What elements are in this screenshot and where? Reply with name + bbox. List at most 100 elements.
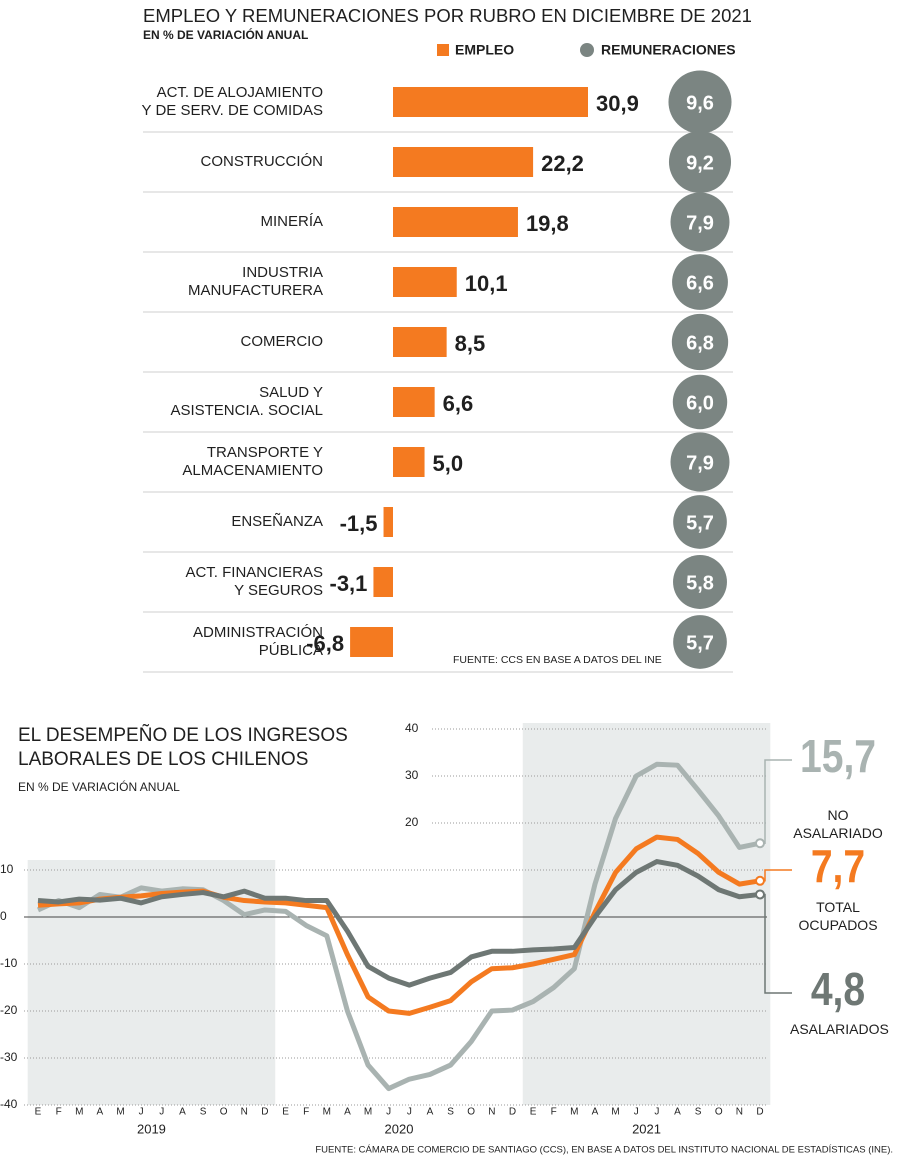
bar: [393, 387, 435, 417]
legend-label: EMPLEO: [455, 42, 514, 58]
x-tick-label: D: [509, 1107, 516, 1118]
value-label: -3,1: [330, 571, 368, 596]
value-label: 7,9: [686, 452, 714, 474]
bar: [393, 147, 534, 177]
value-label: 10,1: [465, 271, 508, 296]
year-label: 2019: [137, 1121, 166, 1136]
series-name: TOTAL OCUPADOS: [798, 899, 878, 933]
remuneration-circle: [671, 313, 729, 371]
x-tick-label: J: [159, 1107, 164, 1118]
value-label: 7,9: [686, 212, 714, 234]
value-label: 6,0: [686, 392, 714, 414]
value-label: 6,6: [686, 272, 714, 294]
value-label: 5,8: [686, 572, 714, 594]
value-label: -1,5: [340, 511, 378, 536]
x-tick-label: O: [467, 1107, 475, 1118]
x-tick-label: S: [200, 1107, 207, 1118]
value-label: 9,6: [686, 92, 714, 114]
chart-title: EL DESEMPEÑO DE LOS INGRESOS LABORALES D…: [18, 725, 348, 770]
bar: [393, 267, 457, 297]
series-line: [37, 859, 761, 988]
end-marker: [755, 889, 765, 900]
y-tick-label: 20: [405, 815, 419, 829]
x-tick-label: D: [261, 1107, 268, 1118]
end-value-label: 15,7: [799, 730, 877, 782]
value-label: 30,9: [596, 91, 639, 116]
chart-subtitle: EN % DE VARIACIÓN ANUAL: [18, 780, 180, 794]
value-label: 19,8: [526, 211, 569, 236]
x-tick-label: F: [551, 1107, 557, 1118]
category-label: TRANSPORTE Y ALMACENAMIENTO: [182, 444, 323, 479]
x-tick-label: E: [35, 1107, 42, 1118]
x-tick-label: J: [139, 1107, 144, 1118]
end-value-label: 7,7: [810, 840, 866, 892]
category-label: ACT. DE ALOJAMIENTO Y DE SERV. DE COMIDA…: [141, 84, 323, 119]
value-label: 8,5: [455, 331, 486, 356]
bar: [373, 567, 393, 597]
remuneration-circle: [670, 432, 730, 492]
y-tick-label: -10: [0, 956, 18, 970]
x-tick-label: J: [386, 1107, 391, 1118]
series-line: [36, 761, 761, 1092]
x-tick-label: O: [715, 1107, 723, 1118]
category-label: SALUD Y ASISTENCIA. SOCIAL: [170, 384, 323, 419]
x-tick-label: A: [97, 1107, 104, 1118]
category-label: MINERÍA: [260, 213, 323, 230]
x-tick-label: S: [695, 1107, 702, 1118]
y-tick-label: 0: [0, 909, 7, 923]
x-tick-label: A: [344, 1107, 351, 1118]
y-tick-label: -30: [0, 1050, 18, 1064]
x-tick-label: F: [303, 1107, 309, 1118]
end-marker: [755, 875, 765, 886]
end-value-label: 4,8: [810, 963, 866, 1015]
x-tick-label: D: [756, 1107, 763, 1118]
value-label: 5,0: [433, 451, 464, 476]
remuneration-circle: [673, 615, 727, 669]
remuneration-circle: [668, 70, 732, 134]
x-tick-label: N: [736, 1107, 743, 1118]
x-tick-label: M: [570, 1107, 578, 1118]
year-label: 2020: [385, 1121, 414, 1136]
bar: [393, 87, 588, 117]
value-label: 5,7: [686, 632, 714, 654]
value-label: 22,2: [541, 151, 584, 176]
value-label: 9,2: [686, 152, 714, 174]
remuneration-circle: [673, 495, 727, 549]
bar: [393, 207, 518, 237]
series-line: [37, 834, 761, 1016]
x-tick-label: M: [323, 1107, 331, 1118]
value-label: 6,8: [686, 332, 714, 354]
x-tick-label: E: [282, 1107, 289, 1118]
bar: [393, 447, 425, 477]
x-tick-label: O: [220, 1107, 228, 1118]
x-tick-label: A: [592, 1107, 599, 1118]
bar: [393, 327, 447, 357]
y-tick-label: -40: [0, 1097, 18, 1111]
remuneration-circle: [670, 192, 730, 252]
x-tick-label: M: [364, 1107, 372, 1118]
category-label: CONSTRUCCIÓN: [200, 153, 324, 170]
legend-swatch: [580, 43, 594, 57]
y-tick-label: 30: [405, 768, 419, 782]
x-tick-label: J: [634, 1107, 639, 1118]
legend-swatch: [437, 44, 449, 56]
bar: [383, 507, 393, 537]
legend-label: REMUNERACIONES: [601, 42, 736, 58]
shaded-year: [522, 723, 771, 1105]
remuneration-circle: [672, 374, 728, 430]
category-label: COMERCIO: [240, 333, 324, 350]
source-note: FUENTE: CCS EN BASE A DATOS DEL INE: [453, 654, 662, 666]
x-tick-label: F: [56, 1107, 62, 1118]
value-label: -6,8: [306, 631, 344, 656]
y-tick-label: -20: [0, 1003, 18, 1017]
chart-title: EMPLEO Y REMUNERACIONES POR RUBRO EN DIC…: [143, 5, 752, 26]
y-tick-label: 40: [405, 721, 419, 735]
category-label: ADMINISTRACIÓN PÚBLICA: [192, 624, 323, 659]
x-tick-label: A: [179, 1107, 186, 1118]
remuneration-circle: [668, 130, 732, 194]
remuneration-circle: [673, 555, 727, 609]
end-marker: [755, 838, 765, 849]
source-note: FUENTE: CÁMARA DE COMERCIO DE SANTIAGO (…: [315, 1145, 893, 1156]
